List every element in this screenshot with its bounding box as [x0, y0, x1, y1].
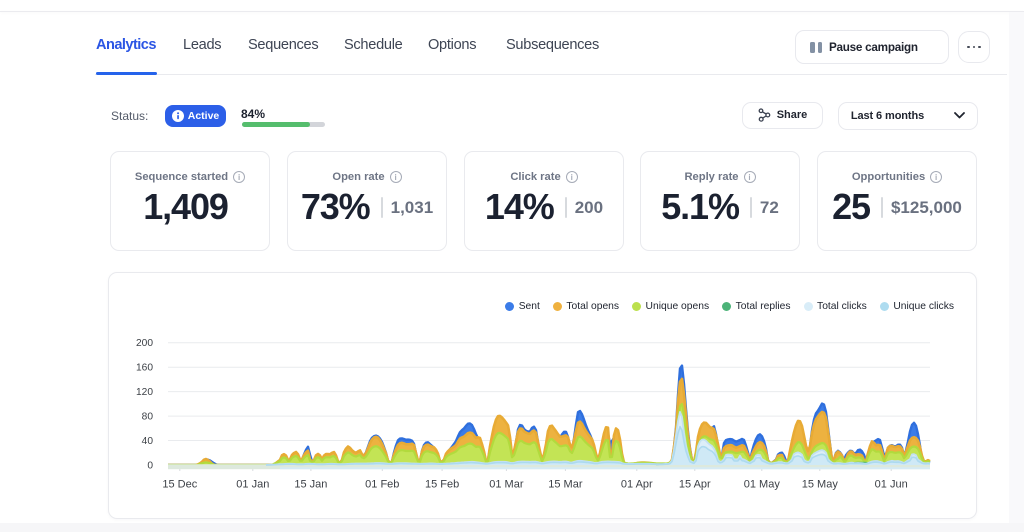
svg-text:15 May: 15 May — [802, 479, 839, 491]
svg-text:160: 160 — [136, 363, 153, 374]
svg-text:80: 80 — [142, 412, 154, 423]
svg-text:15 Dec: 15 Dec — [162, 479, 197, 491]
svg-text:120: 120 — [136, 387, 153, 398]
svg-text:01 Feb: 01 Feb — [365, 479, 399, 491]
svg-text:01 Mar: 01 Mar — [489, 479, 524, 491]
svg-text:15 Feb: 15 Feb — [425, 479, 459, 491]
svg-text:01 May: 01 May — [744, 479, 781, 491]
svg-text:01 Jun: 01 Jun — [875, 479, 908, 491]
svg-text:0: 0 — [147, 461, 153, 472]
svg-text:01 Apr: 01 Apr — [621, 479, 653, 491]
svg-text:200: 200 — [136, 338, 153, 349]
svg-text:01 Jan: 01 Jan — [236, 479, 269, 491]
svg-text:40: 40 — [142, 436, 154, 447]
svg-text:15 Apr: 15 Apr — [679, 479, 711, 491]
svg-text:15 Jan: 15 Jan — [294, 479, 327, 491]
svg-text:15 Mar: 15 Mar — [548, 479, 583, 491]
